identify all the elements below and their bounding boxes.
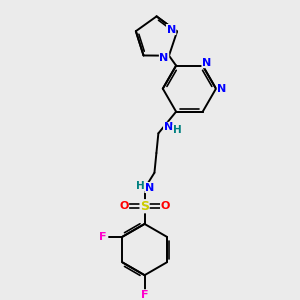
Text: F: F — [141, 290, 148, 300]
Text: H: H — [136, 181, 145, 190]
Text: N: N — [167, 25, 176, 34]
Text: N: N — [164, 122, 173, 132]
Text: O: O — [119, 201, 129, 211]
Text: O: O — [160, 201, 170, 211]
Text: N: N — [145, 182, 154, 193]
Text: N: N — [202, 58, 211, 68]
Text: F: F — [99, 232, 106, 242]
Text: H: H — [173, 125, 182, 135]
Text: N: N — [159, 52, 169, 63]
Text: N: N — [217, 84, 226, 94]
Text: S: S — [140, 200, 149, 213]
